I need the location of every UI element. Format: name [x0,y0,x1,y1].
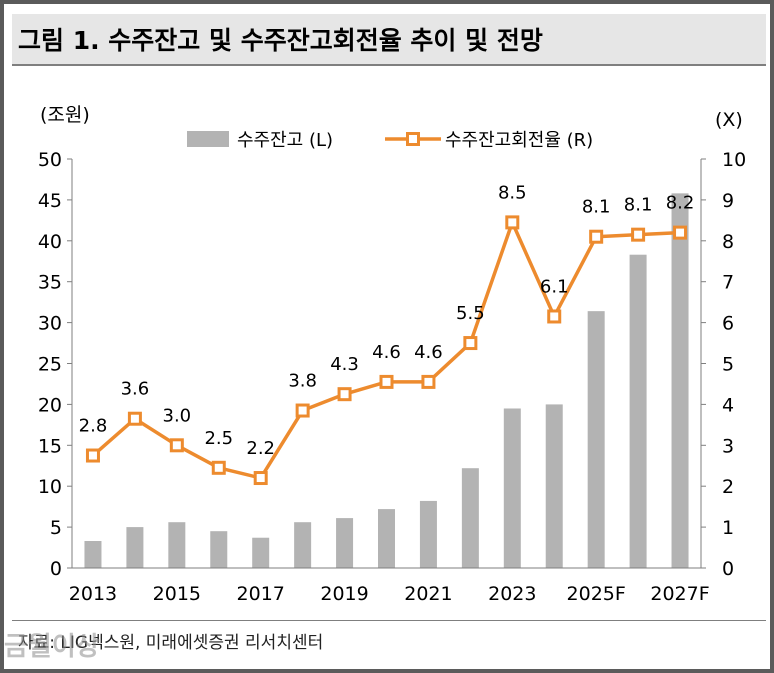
left-tick-label: 35 [38,272,62,294]
bar-2017 [252,537,270,568]
left-tick-label: 50 [38,149,62,171]
marker-2025F [589,229,604,244]
marker-2024 [547,309,562,324]
x-tick-label: 2021 [404,583,452,605]
bar-2025F [587,311,605,568]
marker-2017 [253,471,268,486]
legend-marker-swatch [406,132,420,146]
right-tick-label: 4 [722,394,734,416]
bar-2021 [419,500,437,568]
x-tick-label: 2019 [320,583,368,605]
marker-2013 [85,448,100,463]
legend-bar-swatch [187,131,229,147]
right-tick-label: 5 [722,354,734,376]
right-tick-label: 3 [722,435,734,457]
bar-series [84,193,689,568]
bar-2014 [126,527,144,568]
bar-2013 [84,541,102,568]
right-axis-unit: (X) [715,109,743,131]
data-label-2022: 5.5 [456,303,485,324]
bar-2026F [629,254,647,568]
right-tick-label: 2 [722,476,734,498]
left-axis-unit: (조원) [40,104,90,126]
left-tick-label: 30 [38,313,62,335]
left-tick-label: 40 [38,231,62,253]
right-tick-label: 8 [722,231,734,253]
bar-2020 [378,509,395,568]
right-tick-label: 6 [722,313,734,335]
x-tick-label: 2013 [69,583,117,605]
x-tick-label: 2015 [153,583,201,605]
marker-2018 [295,403,310,418]
x-tick-label: 2025F [567,583,626,605]
bar-2016 [210,531,228,568]
legend: 수주잔고 (L) 수주잔고회전율 (R) [187,130,593,151]
data-label-2018: 3.8 [288,371,317,392]
data-label-2014: 3.6 [121,379,150,400]
left-tick-label: 15 [38,435,62,457]
right-tick-label: 9 [722,190,734,212]
data-label-2026F: 8.1 [624,195,653,216]
bar-2027F [671,193,689,568]
data-label-2015: 3.0 [163,405,192,426]
bar-2018 [294,522,312,568]
data-label-2024: 6.1 [540,276,569,297]
bar-2022 [461,468,479,568]
data-label-2025F: 8.1 [582,197,611,218]
line-series [85,215,688,486]
left-tick-label: 25 [38,354,62,376]
marker-2014 [127,411,142,426]
data-label-2021: 4.6 [414,342,443,363]
bar-2015 [168,522,186,568]
data-label-2027F: 8.2 [666,193,695,214]
right-tick-label: 0 [722,558,734,580]
right-tick-label: 10 [722,149,746,171]
left-tick-label: 5 [50,517,62,539]
marker-2023 [505,215,520,230]
marker-2016 [211,460,226,475]
left-tick-label: 0 [50,558,62,580]
source-note: 자료: LIG넥스원, 미래에셋증권 리서치센터 [18,633,324,653]
chart-title: 그림 1. 수주잔고 및 수주잔고회전율 추이 및 전망 [18,26,543,55]
data-label-2023: 8.5 [498,182,527,203]
right-tick-label: 1 [722,517,734,539]
data-label-2017: 2.2 [246,438,275,459]
x-tick-label: 2017 [237,583,285,605]
marker-2021 [421,374,436,389]
source-divider [12,620,766,621]
bar-2024 [545,404,563,568]
data-label-2019: 4.3 [330,354,359,375]
marker-2020 [379,374,394,389]
x-tick-label: 2023 [488,583,536,605]
x-tick-label: 2027F [650,583,709,605]
data-labels: 2.8 3.6 3.0 2.5 2.2 3.8 4.3 4.6 4.6 5.5 8.5 6.1 8.1 8… [79,182,695,459]
left-tick-label: 10 [38,476,62,498]
bar-2023 [503,408,521,568]
left-tick-label: 45 [38,190,62,212]
bar-2019 [336,518,354,568]
right-tick-label: 7 [722,272,734,294]
marker-2027F [673,225,688,240]
data-label-2020: 4.6 [372,342,401,363]
data-label-2013: 2.8 [79,416,108,437]
legend-line-label: 수주잔고회전율 (R) [445,130,593,151]
legend-bar-label: 수주잔고 (L) [237,130,333,151]
marker-2015 [169,438,184,453]
left-tick-label: 20 [38,394,62,416]
marker-2022 [463,336,478,351]
title-bar: 그림 1. 수주잔고 및 수주잔고회전율 추이 및 전망 [12,14,766,66]
marker-2019 [337,387,352,402]
marker-2026F [631,227,646,242]
data-label-2016: 2.5 [204,428,233,449]
